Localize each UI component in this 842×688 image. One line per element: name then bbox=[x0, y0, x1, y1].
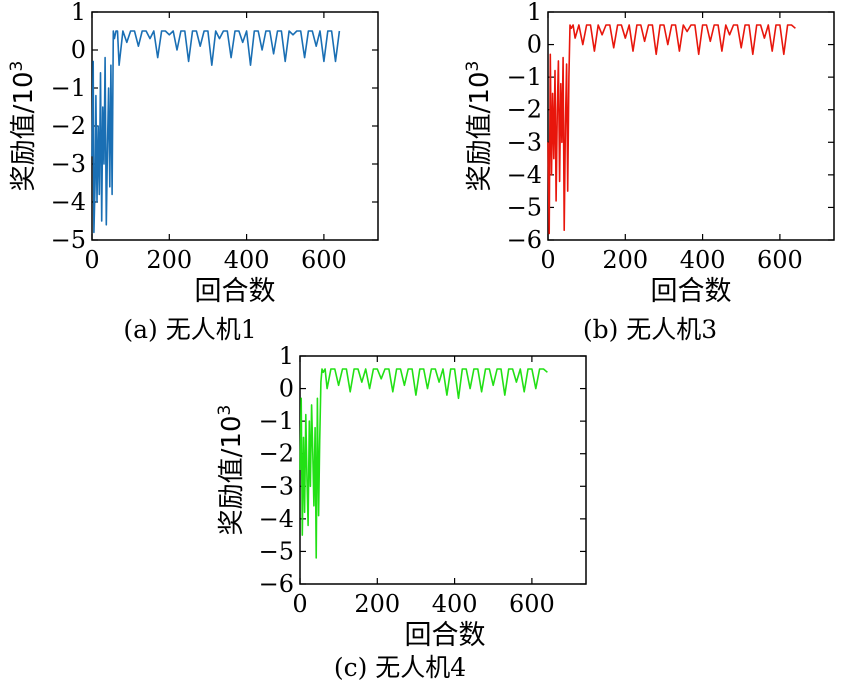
y-tick-label: 0 bbox=[279, 375, 294, 403]
x-tick-label: 400 bbox=[432, 590, 478, 618]
y-tick-label: −5 bbox=[51, 226, 86, 254]
x-tick-label: 0 bbox=[540, 246, 555, 274]
x-axis: 0 200 400 600 bbox=[540, 12, 803, 274]
x-tick-label: 0 bbox=[84, 246, 99, 274]
y-tick-label: −3 bbox=[507, 128, 542, 156]
x-tick-label: 200 bbox=[146, 246, 192, 274]
x-tick-label: 400 bbox=[224, 246, 270, 274]
y-tick-label: 1 bbox=[527, 0, 542, 26]
x-tick-label: 600 bbox=[509, 590, 555, 618]
y-tick-label: −5 bbox=[259, 537, 294, 565]
panel-caption: (a) 无人机1 bbox=[123, 315, 256, 344]
x-tick-label: 0 bbox=[292, 590, 307, 618]
y-tick-label: −1 bbox=[507, 63, 542, 91]
x-axis-label: 回合数 bbox=[405, 620, 486, 651]
x-axis: 0 200 400 600 bbox=[84, 12, 347, 274]
series-line bbox=[547, 24, 796, 235]
y-tick-label: −4 bbox=[51, 188, 86, 216]
panel-caption: (b) 无人机3 bbox=[583, 315, 717, 344]
y-tick-label: 1 bbox=[71, 0, 86, 26]
plot-frame bbox=[299, 355, 587, 585]
y-tick-label: −4 bbox=[507, 161, 542, 189]
y-tick-label: −6 bbox=[259, 570, 294, 598]
x-tick-label: 600 bbox=[301, 246, 347, 274]
y-axis: −6 −5 −4 −3 −2 −1 0 1 bbox=[259, 342, 586, 598]
x-tick-label: 400 bbox=[680, 246, 726, 274]
x-tick-label: 200 bbox=[602, 246, 648, 274]
y-tick-label: −2 bbox=[51, 112, 86, 140]
y-axis: −5 −4 −3 −2 −1 0 1 bbox=[51, 0, 378, 254]
plot-frame bbox=[91, 11, 379, 241]
series-polyline bbox=[299, 368, 548, 559]
series-polyline bbox=[547, 24, 796, 235]
y-tick-label: −2 bbox=[259, 440, 294, 468]
series-line bbox=[299, 368, 548, 559]
y-tick-label: −4 bbox=[259, 505, 294, 533]
panel-caption: (c) 无人机4 bbox=[334, 653, 466, 682]
x-axis-label: 回合数 bbox=[195, 276, 276, 307]
chart-panel-uav3: 0 200 400 600 −6 −5 −4 −3 −2 −1 0 1 回合数 奖励值/103 (b… bbox=[463, 0, 835, 344]
chart-panel-uav1: 0 200 400 600 −5 −4 −3 −2 −1 0 1 回合数 奖励值/103 (a) … bbox=[7, 0, 379, 344]
y-tick-label: 0 bbox=[71, 36, 86, 64]
y-tick-label: −2 bbox=[507, 96, 542, 124]
y-tick-label: −1 bbox=[51, 74, 86, 102]
y-tick-label: −3 bbox=[51, 150, 86, 178]
x-axis: 0 200 400 600 bbox=[292, 356, 555, 618]
y-tick-label: −3 bbox=[259, 472, 294, 500]
series-polyline bbox=[91, 30, 341, 234]
y-tick-label: −5 bbox=[507, 193, 542, 221]
x-tick-label: 200 bbox=[354, 590, 400, 618]
y-tick-label: 0 bbox=[527, 31, 542, 59]
y-tick-label: −6 bbox=[507, 226, 542, 254]
y-tick-label: −1 bbox=[259, 407, 294, 435]
x-axis-label: 回合数 bbox=[651, 276, 732, 307]
plot-frame bbox=[547, 11, 835, 241]
y-axis-label: 奖励值/103 bbox=[215, 405, 247, 536]
chart-panel-uav4: 0 200 400 600 −6 −5 −4 −3 −2 −1 0 1 回合数 奖励值/103 (c… bbox=[215, 342, 587, 682]
y-axis-label: 奖励值/103 bbox=[463, 61, 495, 192]
x-tick-label: 600 bbox=[757, 246, 803, 274]
y-tick-label: 1 bbox=[279, 342, 294, 370]
y-axis: −6 −5 −4 −3 −2 −1 0 1 bbox=[507, 0, 834, 254]
y-axis-label: 奖励值/103 bbox=[7, 61, 39, 192]
series-line bbox=[91, 30, 341, 234]
